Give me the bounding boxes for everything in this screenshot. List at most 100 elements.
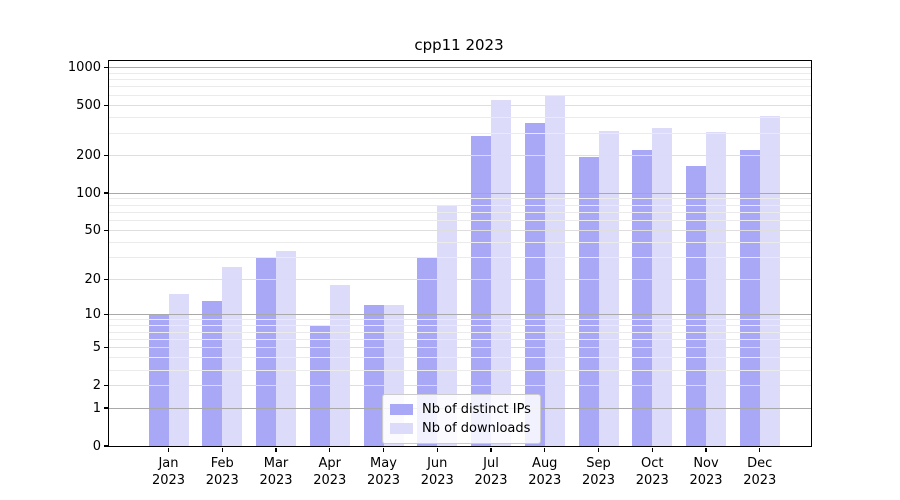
bar-ips-dec [739,150,760,446]
bar-ips-may [363,305,384,446]
y-tick-mark-100 [103,192,108,194]
bar-downloads-dec [759,116,780,446]
x-tick-mark-mar [275,447,277,452]
legend-row-distinct-ips: Nb of distinct IPs [390,400,531,419]
gridline-200 [109,154,811,156]
x-tick-label-apr: Apr 2023 [313,456,347,488]
bar-downloads-aug [544,96,565,446]
bar-downloads-mar [276,251,296,446]
minor-gridline-70 [109,211,811,213]
y-tick-label-1: 1 [92,400,101,416]
y-tick-label-10: 10 [84,307,101,323]
bar-ips-jan [148,314,169,446]
y-tick-mark-500 [103,104,108,106]
y-tick-mark-1 [103,407,108,409]
x-tick-label-nov: Nov 2023 [689,456,723,488]
minor-gridline-600 [109,94,811,96]
bar-ips-oct [632,150,653,446]
y-tick-label-20: 20 [84,271,101,287]
y-tick-label-50: 50 [84,223,101,238]
x-tick-mark-apr [329,447,331,452]
legend-label: Nb of distinct IPs [422,402,531,417]
gridline-100 [109,192,811,194]
x-tick-mark-jun [436,447,438,452]
x-tick-label-sep: Sep 2023 [581,456,616,488]
gridline-50 [109,230,811,231]
legend-swatch-distinct-ips [390,403,413,416]
minor-gridline-80 [109,204,811,206]
y-tick-label-200: 200 [76,147,101,163]
x-tick-label-oct: Oct 2023 [635,456,669,488]
x-tick-label-jun: Jun 2023 [420,456,454,488]
x-tick-mark-oct [651,447,653,452]
x-tick-mark-sep [597,447,600,452]
gridline-500 [109,104,811,106]
x-tick-label-aug: Aug 2023 [528,456,562,488]
bar-ips-mar [256,257,276,446]
y-tick-label-2: 2 [92,378,101,394]
minor-gridline-8 [109,325,811,327]
y-tick-label-100: 100 [76,185,101,201]
legend-swatch-downloads [390,422,413,435]
x-tick-mark-feb [221,447,223,452]
bar-downloads-apr [329,284,350,446]
x-tick-mark-may [382,447,385,452]
x-tick-mark-jul [490,447,492,452]
minor-gridline-60 [109,220,811,222]
y-tick-mark-50 [103,229,108,232]
y-tick-mark-10 [103,313,108,316]
y-tick-label-1000: 1000 [67,59,101,75]
gridline-10 [109,314,811,316]
x-tick-label-may: May 2023 [366,456,401,488]
minor-gridline-7 [109,331,811,333]
plot-area: 0 1 2 5 10 20 50 100 200 500 1000 Jan 2023 Feb 2023 Mar… [68,60,812,488]
minor-gridline-4 [109,357,811,359]
bar-downloads-feb [222,267,243,446]
gridline-1000 [109,66,811,68]
minor-gridline-30 [109,257,811,259]
y-tick-mark-20 [103,278,108,280]
legend-row-downloads: Nb of downloads [390,419,531,438]
x-tick-mark-jan [167,447,170,452]
legend: Nb of distinct IPs Nb of downloads [382,394,541,444]
minor-gridline-40 [109,241,811,243]
bar-downloads-oct [652,128,673,446]
minor-gridline-6 [109,338,811,340]
bar-ips-nov [686,165,706,446]
minor-gridline-9 [109,319,811,321]
y-tick-label-5: 5 [92,340,101,356]
x-tick-label-jul: Jul 2023 [474,456,508,488]
minor-gridline-90 [109,198,811,200]
bar-ips-jul [471,136,491,446]
minor-gridline-700 [109,86,811,88]
minor-gridline-400 [109,116,811,118]
x-tick-label-jan: Jan 2023 [151,456,186,488]
y-tick-mark-5 [103,347,108,349]
x-tick-mark-nov [705,447,707,452]
y-tick-mark-1000 [103,66,108,68]
y-tick-mark-2 [103,385,108,387]
gridline-5 [109,347,811,349]
y-tick-label-500: 500 [76,97,101,113]
x-tick-label-dec: Dec 2023 [743,456,777,488]
bar-downloads-nov [706,132,726,446]
x-tick-mark-aug [544,447,546,452]
bar-downloads-sep [598,131,619,446]
y-tick-mark-200 [103,154,108,156]
gridline-2 [109,385,811,387]
legend-label: Nb of downloads [422,421,531,436]
y-tick-mark-0 [103,445,108,447]
x-tick-label-mar: Mar 2023 [259,456,293,488]
minor-gridline-3 [109,369,811,371]
x-tick-label-feb: Feb 2023 [205,456,239,488]
minor-gridline-300 [109,132,811,134]
y-tick-label-0: 0 [92,438,101,454]
gridline-20 [109,278,811,280]
minor-gridline-800 [109,79,811,81]
chart-title: cpp11 2023 [414,36,504,54]
bar-ips-feb [202,301,223,446]
minor-gridline-900 [109,72,811,74]
bar-ips-aug [524,123,545,446]
x-tick-mark-dec [759,447,761,452]
bar-downloads-jul [491,100,511,446]
